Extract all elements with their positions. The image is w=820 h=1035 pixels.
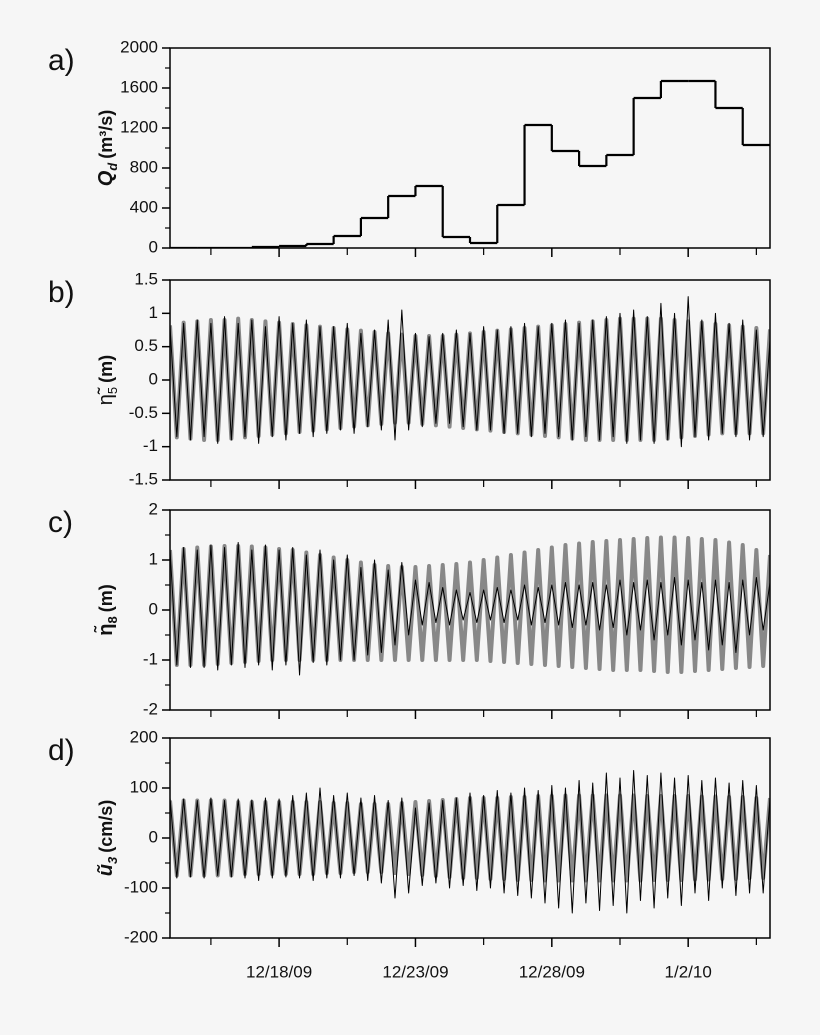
x-tick-label: 12/23/09 — [382, 962, 448, 981]
y-tick-label: 0 — [149, 827, 158, 846]
y-tick-label: -1 — [143, 436, 158, 455]
y-tick-label: -200 — [124, 927, 158, 946]
plot-frame — [169, 737, 771, 939]
y-label-subscript: 8 — [105, 616, 120, 623]
panel-letter: d) — [48, 734, 75, 767]
y-axis-label: η̃8 (m) — [93, 584, 120, 635]
y-tick-label: 2000 — [120, 37, 158, 56]
y-label-unit: (m) — [96, 355, 116, 383]
y-label-subscript: 5 — [105, 387, 120, 394]
y-axis-label: η̃5(m) — [95, 355, 120, 405]
panel: -200 -100 0 100 200 12/18/09 12/23/09 12/28/09 1… — [48, 727, 771, 981]
y-tick-label: 400 — [130, 197, 158, 216]
x-tick-label: 12/28/09 — [519, 962, 585, 981]
x-tick-label: 1/2/10 — [665, 962, 712, 981]
y-axis-label: ũ3 (cm/s) — [95, 800, 120, 876]
panel: -1.5-1-0.500.511.5b)η̃5(m) — [48, 269, 771, 489]
y-tick-label: 1200 — [120, 117, 158, 136]
y-label-unit: (cm/s) — [96, 800, 116, 853]
y-label-unit: (m³/s) — [96, 110, 116, 159]
series-line — [170, 535, 770, 674]
y-tick-label: 1.5 — [134, 269, 158, 288]
panel: -2 -1 0 1 2 c) η̃8 (m) — [48, 499, 771, 719]
y-tick-label: 2 — [149, 499, 158, 518]
y-tick-label: 0 — [149, 237, 158, 256]
plot-frame — [169, 509, 771, 711]
y-tick-label: 1600 — [120, 77, 158, 96]
series-line — [170, 296, 770, 448]
panel-letter: b) — [48, 276, 75, 309]
panel-letter: a) — [48, 44, 75, 77]
y-label-symbol: ũ — [95, 864, 117, 876]
y-tick-label: -1.5 — [129, 469, 158, 488]
y-tick-label: -1 — [143, 649, 158, 668]
panel-letter: c) — [48, 506, 73, 539]
y-tick-label: 100 — [130, 777, 158, 796]
y-label-symbol: Q — [95, 170, 117, 186]
y-tick-label: -2 — [143, 699, 158, 718]
y-tick-label: 1 — [149, 549, 158, 568]
y-axis-label: Qd (m³/s) — [95, 110, 120, 187]
plot-frame — [169, 47, 771, 249]
x-tick-label: 12/18/09 — [246, 962, 312, 981]
plot-frame — [169, 279, 771, 481]
panel: 0 400 800 1200 1600 2000 a) Qd (m³/s) — [48, 37, 771, 257]
y-tick-label: 0.5 — [134, 336, 158, 355]
y-label-unit: (m) — [96, 584, 116, 612]
y-label-subscript: 3 — [105, 856, 120, 864]
y-label-symbol: η̃ — [93, 624, 117, 636]
y-tick-label: 0 — [149, 599, 158, 618]
series-line — [170, 542, 770, 676]
y-tick-label: 1 — [149, 303, 158, 322]
y-tick-label: -0.5 — [129, 403, 158, 422]
series-line — [170, 770, 770, 914]
y-tick-label: 800 — [130, 157, 158, 176]
y-tick-label: 200 — [130, 727, 158, 746]
y-tick-label: 0 — [149, 369, 158, 388]
y-tick-label: -100 — [124, 877, 158, 896]
y-label-subscript: d — [105, 162, 120, 171]
